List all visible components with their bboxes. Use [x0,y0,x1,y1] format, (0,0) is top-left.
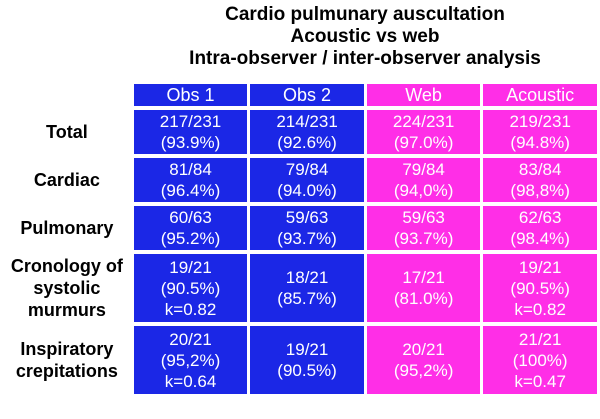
cell-fraction: 60/63 [169,208,212,227]
results-table: Obs 1 Obs 2 Web Acoustic Total 217/231 (9… [0,80,600,398]
cell-fraction: 19/21 [518,257,562,277]
row-label-text: systolic [33,278,101,298]
row-label-cardiac: Cardiac [3,158,131,202]
cell-fraction: 62/63 [518,208,562,227]
cell-fraction: 59/63 [285,208,329,227]
table-row: Cronology of systolic murmurs 19/21 (90.5… [3,254,597,322]
cell-fraction: 18/21 [285,268,329,287]
cell-pulmonary-obs2: 59/63 (93.7%) [250,206,364,250]
cell-percent: (90.5%) [510,278,570,298]
chart-title: Cardio pulmunary auscultation Acoustic v… [130,4,600,70]
cell-fraction: 21/21 [518,329,562,349]
cell-fraction: 59/63 [402,208,445,227]
cell-kappa: k=0.47 [514,371,566,391]
cell-fraction: 219/231 [509,112,571,131]
cell-kappa: k=0.82 [164,299,217,319]
cell-cronology-web: 17/21 (81.0%) [366,254,481,322]
cell-fraction: 81/84 [169,160,212,179]
cell-percent: (98.4%) [510,229,570,248]
cell-inspiratory-web: 20/21 (95,2%) [366,326,481,394]
cell-percent: (96.4%) [160,181,221,200]
cell-percent: (98,8%) [510,181,570,200]
row-label-inspiratory: Inspiratory crepitations [3,326,131,394]
cell-fraction: 224/231 [392,112,455,131]
cell-percent: (93.9%) [160,133,221,152]
header-acoustic: Acoustic [483,84,597,106]
cell-percent: (92.6%) [277,133,337,152]
cell-percent: (94,0%) [393,181,454,200]
cell-pulmonary-acoustic: 62/63 (98.4%) [483,206,597,250]
cell-cronology-obs1: 19/21 (90.5%) k=0.82 [133,254,248,322]
cell-fraction: 17/21 [402,268,445,287]
cell-pulmonary-web: 59/63 (93.7%) [366,206,481,250]
row-label-text: Total [46,122,88,142]
cell-fraction: 214/231 [276,112,338,131]
cell-cronology-obs2: 18/21 (85.7%) [250,254,364,322]
title-line-1: Cardio pulmunary auscultation [225,4,505,25]
cell-percent: (85.7%) [277,289,337,308]
cell-total-acoustic: 219/231 (94.8%) [483,110,597,154]
row-label-cronology: Cronology of systolic murmurs [3,254,131,322]
cell-cardiac-obs2: 79/84 (94.0%) [250,158,364,202]
cell-percent: (95,2%) [160,350,221,370]
row-label-text: murmurs [27,300,106,320]
cell-percent: (81.0%) [393,289,454,308]
row-label-text: crepitations [15,361,118,381]
header-obs2: Obs 2 [250,84,364,106]
cell-percent: (97.0%) [393,133,454,152]
cell-inspiratory-obs1: 20/21 (95,2%) k=0.64 [133,326,248,394]
row-label-pulmonary: Pulmonary [3,206,131,250]
cell-percent: (95,2%) [393,361,454,380]
cell-pulmonary-obs1: 60/63 (95.2%) [133,206,248,250]
cell-percent: (94.8%) [510,133,570,152]
cell-fraction: 20/21 [402,340,445,359]
cell-fraction: 20/21 [169,329,212,349]
cell-percent: (90.5%) [277,361,337,380]
cell-fraction: 79/84 [285,160,329,179]
cell-cardiac-obs1: 81/84 (96.4%) [133,158,248,202]
row-label-text: Pulmonary [20,218,114,238]
cell-percent: (100%) [512,350,568,370]
table-row: Cardiac 81/84 (96.4%) 79/84 (94.0%) 79/84 (… [3,158,597,202]
cell-kappa: k=0.82 [514,299,566,319]
cell-fraction: 217/231 [159,112,222,131]
cell-percent: (90.5%) [160,278,221,298]
row-label-text: Cardiac [33,170,100,190]
header-obs1: Obs 1 [133,84,248,106]
cell-total-web: 224/231 (97.0%) [366,110,481,154]
cell-fraction: 79/84 [402,160,445,179]
title-line-2: Acoustic vs web [290,26,440,47]
cell-inspiratory-acoustic: 21/21 (100%) k=0.47 [483,326,597,394]
cell-total-obs2: 214/231 (92.6%) [250,110,364,154]
cell-fraction: 83/84 [518,160,562,179]
cell-cronology-acoustic: 19/21 (90.5%) k=0.82 [483,254,597,322]
cell-kappa: k=0.64 [164,371,217,391]
cell-cardiac-web: 79/84 (94,0%) [366,158,481,202]
title-line-3: Intra-observer / inter-observer analysis [189,48,541,69]
table-corner [3,84,131,106]
cell-total-obs1: 217/231 (93.9%) [133,110,248,154]
header-web: Web [366,84,481,106]
cell-percent: (95.2%) [160,229,221,248]
table-row: Inspiratory crepitations 20/21 (95,2%) k=0… [3,326,597,394]
cell-percent: (93.7%) [393,229,454,248]
cell-fraction: 19/21 [169,257,212,277]
row-label-text: Inspiratory [20,339,114,359]
cell-inspiratory-obs2: 19/21 (90.5%) [250,326,364,394]
cell-fraction: 19/21 [285,340,329,359]
table-row: Pulmonary 60/63 (95.2%) 59/63 (93.7%) 59/6… [3,206,597,250]
cell-percent: (93.7%) [277,229,337,248]
cell-percent: (94.0%) [277,181,337,200]
table-row: Total 217/231 (93.9%) 214/231 (92.6%) 224/… [3,110,597,154]
row-label-text: Cronology of [10,256,123,276]
row-label-total: Total [3,110,131,154]
cell-cardiac-acoustic: 83/84 (98,8%) [483,158,597,202]
